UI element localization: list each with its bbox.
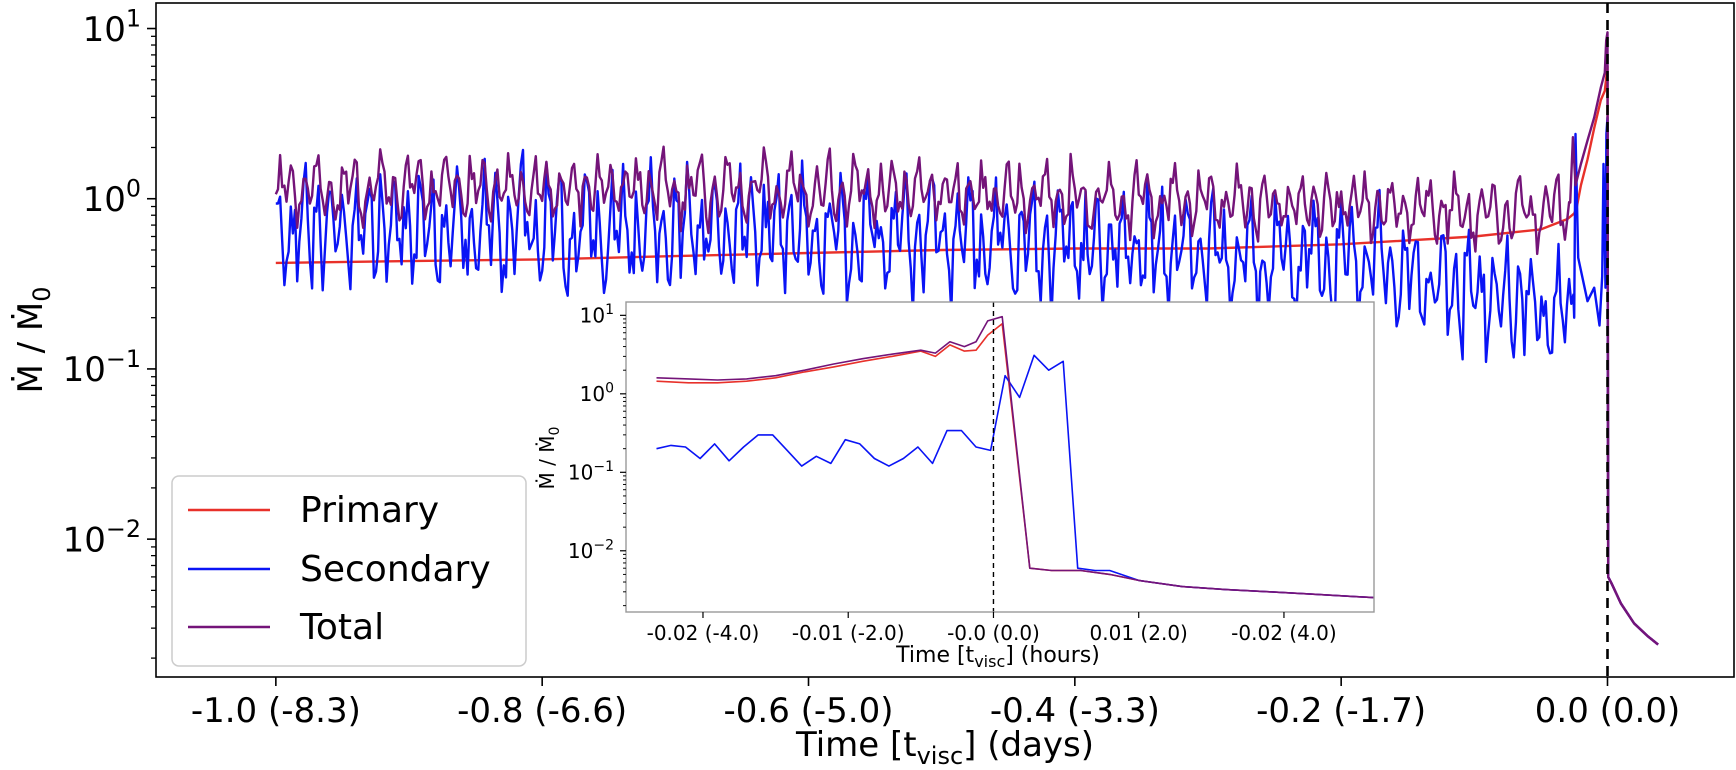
- main-xtick-label: -0.6 (-5.0): [723, 691, 893, 731]
- inset-background: [626, 302, 1374, 612]
- inset-xlabel: Time [tvisc] (hours): [895, 643, 1100, 671]
- main-xtick-label: -0.2 (-1.7): [1256, 691, 1426, 731]
- legend-label-total: Total: [299, 607, 384, 648]
- svg-text:Ṁ / Ṁ0: Ṁ / Ṁ0: [535, 427, 563, 490]
- main-xlabel: Time [tvisc] (days): [795, 725, 1094, 770]
- legend: Primary Secondary Total: [171, 475, 527, 667]
- inset-plot-frame: [625, 301, 1375, 613]
- inset-xlabel-post: ] (hours): [1005, 643, 1100, 668]
- main-xlabel-pre: Time [t: [795, 725, 917, 765]
- main-ylabel-sub: 0: [28, 286, 56, 301]
- main-xlabel-post: ] (days): [963, 725, 1094, 765]
- main-series-total: [274, 31, 1659, 646]
- main-ylabel-text: Ṁ / Ṁ: [11, 302, 51, 394]
- inset-xlabel-sub: visc: [974, 652, 1005, 671]
- legend-box: [171, 475, 527, 667]
- main-plot-frame: [155, 2, 1735, 678]
- inset-ytick-label: 10−1: [568, 459, 614, 484]
- main-plot-area: [274, 3, 1659, 677]
- inset-xtick-label: 0.01 (2.0): [1090, 621, 1188, 645]
- inset-ylabel: Ṁ / Ṁ0: [535, 427, 563, 490]
- main-ytick-label: 100: [83, 175, 141, 220]
- inset-ylabel-text: Ṁ / Ṁ: [535, 435, 559, 489]
- inset-chart: -0.02 (-4.0) -0.01 (-2.0) -0.0 (0.0) 0.01 (…: [535, 301, 1375, 671]
- main-xtick-label: -0.8 (-6.6): [457, 691, 627, 731]
- inset-series-secondary: [656, 354, 1374, 599]
- inset-ytick-label: 10−2: [568, 538, 614, 563]
- main-ylabel: Ṁ / Ṁ0: [11, 286, 56, 393]
- inset-ytick-label: 100: [580, 381, 614, 406]
- inset-ylabel-sub: 0: [547, 427, 563, 436]
- main-xtick-label: -1.0 (-8.3): [191, 691, 361, 731]
- legend-label-primary: Primary: [300, 490, 439, 531]
- main-axes: -1.0 (-8.3) -0.8 (-6.6) -0.6 (-5.0) -0.4 (-…: [63, 4, 1681, 731]
- main-xtick-label: -0.4 (-3.3): [990, 691, 1160, 731]
- inset-xtick-label: -0.01 (-2.0): [792, 621, 905, 645]
- main-xtick-label: 0.0 (0.0): [1535, 691, 1680, 731]
- main-xlabel-sub: visc: [917, 742, 964, 770]
- inset-series-total: [656, 315, 1374, 599]
- main-ytick-label: 10−2: [63, 515, 141, 560]
- inset-xtick-label: -0.02 (4.0): [1231, 621, 1337, 645]
- inset-axes: -0.02 (-4.0) -0.01 (-2.0) -0.0 (0.0) 0.01 (…: [568, 302, 1337, 645]
- inset-xtick-label: -0.02 (-4.0): [647, 621, 760, 645]
- inset-xlabel-pre: Time [t: [895, 643, 974, 668]
- legend-label-secondary: Secondary: [300, 549, 491, 590]
- main-ytick-label: 101: [83, 4, 141, 49]
- svg-text:Ṁ / Ṁ0: Ṁ / Ṁ0: [11, 286, 56, 393]
- inset-plot-area: [656, 302, 1374, 612]
- inset-xtick-label: -0.0 (0.0): [947, 621, 1040, 645]
- main-ytick-label: 10−1: [63, 345, 141, 390]
- inset-ytick-label: 101: [580, 302, 614, 327]
- main-series-secondary: [275, 116, 1659, 646]
